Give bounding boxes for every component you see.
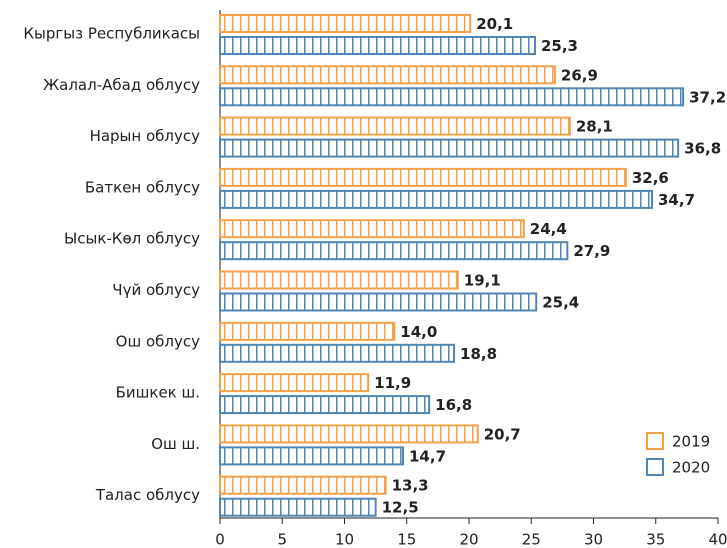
bar: [219, 446, 405, 466]
bar: [219, 373, 370, 393]
category-label: Бишкек ш.: [116, 384, 200, 402]
category-label: Нарын облусу: [90, 127, 201, 145]
value-label: 24,4: [530, 220, 567, 238]
value-label: 28,1: [576, 118, 613, 136]
bar: [219, 497, 377, 517]
bar: [219, 87, 685, 107]
bar: [219, 14, 472, 33]
value-label: 37,2: [689, 88, 726, 106]
value-label: 32,6: [632, 169, 669, 187]
x-tick-label: 20: [459, 531, 478, 548]
category-label: Баткен облусу: [85, 178, 200, 196]
value-label: 20,7: [484, 425, 521, 443]
bar: [219, 270, 459, 290]
value-label: 14,0: [400, 323, 437, 341]
bar: [219, 321, 396, 341]
value-label: 20,1: [476, 15, 513, 33]
category-label: Кыргыз Республикасы: [23, 25, 200, 43]
category-label: Жалал-Абад облусу: [43, 76, 200, 94]
bar: [219, 189, 654, 209]
bar: [219, 138, 680, 158]
x-tick-label: 25: [522, 531, 541, 548]
value-label: 25,4: [542, 294, 579, 312]
bar: [219, 292, 538, 312]
value-label: 12,5: [382, 499, 419, 517]
bar: [219, 343, 456, 363]
value-label: 27,9: [573, 242, 610, 260]
legend-label: 2020: [672, 459, 710, 477]
value-label: 26,9: [561, 66, 598, 84]
value-label: 34,7: [658, 191, 695, 209]
value-label: 25,3: [541, 37, 578, 55]
category-label: Ысык-Көл облусу: [64, 230, 200, 248]
bar: [219, 65, 556, 85]
category-label: Талас облусу: [95, 486, 200, 504]
legend-label: 2019: [672, 433, 710, 451]
value-label: 19,1: [464, 272, 501, 290]
x-tick-label: 30: [584, 531, 603, 548]
bar: [219, 167, 627, 187]
bar: [219, 116, 571, 136]
x-tick-label: 40: [708, 531, 727, 548]
x-tick-label: 5: [277, 531, 287, 548]
x-tick-label: 35: [646, 531, 665, 548]
bar: [219, 241, 569, 261]
value-label: 11,9: [374, 374, 411, 392]
category-label: Чүй облусу: [112, 281, 200, 299]
value-label: 14,7: [409, 447, 446, 465]
bar: [219, 424, 479, 444]
value-label: 18,8: [460, 345, 497, 363]
legend-swatch: [646, 458, 664, 476]
x-tick-label: 10: [335, 531, 354, 548]
bar: [219, 475, 387, 495]
category-label: Ош ш.: [151, 435, 200, 453]
value-label: 13,3: [392, 477, 429, 495]
x-tick-label: 15: [397, 531, 416, 548]
category-label: Ош облусу: [116, 332, 200, 350]
value-label: 36,8: [684, 140, 721, 158]
x-tick-label: 0: [215, 531, 225, 548]
bar: [219, 395, 431, 415]
bar: [219, 219, 525, 239]
legend-swatch: [646, 432, 664, 450]
value-label: 16,8: [435, 396, 472, 414]
bar: [219, 36, 536, 55]
